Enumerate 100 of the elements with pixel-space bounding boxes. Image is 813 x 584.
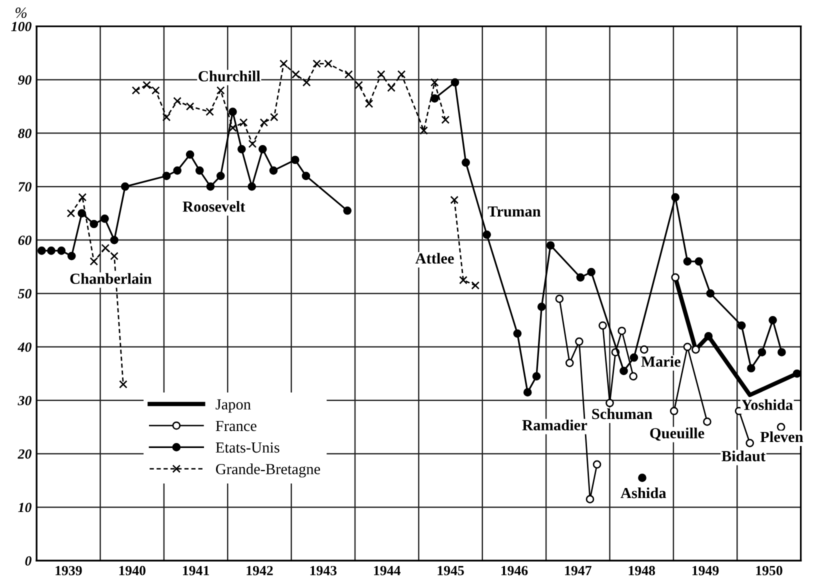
y-tick-label: 10 [18,502,32,512]
point [248,182,256,191]
point [555,294,564,303]
point [703,418,712,426]
point [575,337,584,346]
y-tick-label: 70 [18,182,32,192]
point [606,398,614,408]
point [258,145,267,154]
point [576,273,585,282]
point [78,193,87,202]
x-tick-label: 1950 [756,566,782,576]
annotation: Attlee [415,252,454,264]
x-tick-label: 1940 [119,566,146,576]
point [239,118,248,127]
point [537,302,546,311]
annotation: Roosevelt [182,201,246,212]
point [671,193,680,202]
point [670,406,678,416]
point [638,474,646,482]
point [38,246,46,255]
point [324,60,332,68]
point [683,257,692,266]
point [90,220,98,228]
annotation: Marie [641,356,680,367]
point [397,70,406,79]
point [694,257,704,266]
x-tick-label: 1939 [56,566,82,576]
point [620,366,628,376]
y-tick-label: 90 [18,75,32,85]
point [162,112,171,122]
point [110,252,118,260]
point [587,268,596,276]
point [343,206,352,215]
point [640,345,648,354]
annotation: Truman [488,206,541,217]
point [173,96,182,106]
y-tick-label: 50 [18,289,32,298]
y-axis-title: % [16,8,27,18]
annotation: Pleven [760,431,804,442]
point [746,364,756,372]
point [162,172,171,180]
point [110,236,118,244]
point [57,246,66,255]
x-tick-label: 1948 [628,566,656,576]
point [387,84,396,92]
point [420,126,428,135]
annotation: Schuman [592,408,652,420]
point [706,289,715,298]
point [462,158,470,167]
point [66,209,76,218]
point [100,214,109,223]
point [746,438,754,448]
point [269,166,278,175]
point [513,329,522,338]
point [776,422,786,432]
point [376,70,386,79]
point [132,86,140,95]
point [237,145,246,154]
point [206,108,214,116]
annotation: Ashida [620,487,666,498]
point [119,380,128,388]
point [618,326,626,336]
point [90,257,98,266]
annotation: Churchill [198,70,260,82]
point [195,166,204,175]
point [778,348,786,356]
point [546,241,555,250]
point [280,60,288,68]
point [629,372,638,380]
x-tick-label: 1944 [374,566,400,576]
x-tick-label: 1945 [438,566,464,576]
point [302,78,311,87]
point [792,369,801,378]
point [78,209,86,218]
point [758,348,766,356]
annotation: Bidaut [722,450,766,462]
point [586,495,594,504]
point [186,150,194,159]
point [441,116,450,124]
point [344,70,353,79]
point [101,244,110,252]
y-tick-label: 40 [18,342,32,352]
legend-label: Grande-Bretagne [216,464,320,478]
point [450,78,460,87]
annotation: Ramadier [522,420,588,430]
point [683,342,692,352]
x-tick-label: 1946 [501,566,528,576]
point [67,252,76,260]
annotation: Chanberlain [70,273,152,284]
point [598,321,607,330]
point [292,70,300,79]
point [565,358,574,368]
point [173,166,182,175]
legend-label: France [216,420,256,432]
point [459,276,468,284]
y-tick-label: 100 [11,22,32,32]
x-tick-label: 1949 [692,566,719,576]
point [704,332,713,340]
point [228,108,237,116]
point [671,273,680,282]
